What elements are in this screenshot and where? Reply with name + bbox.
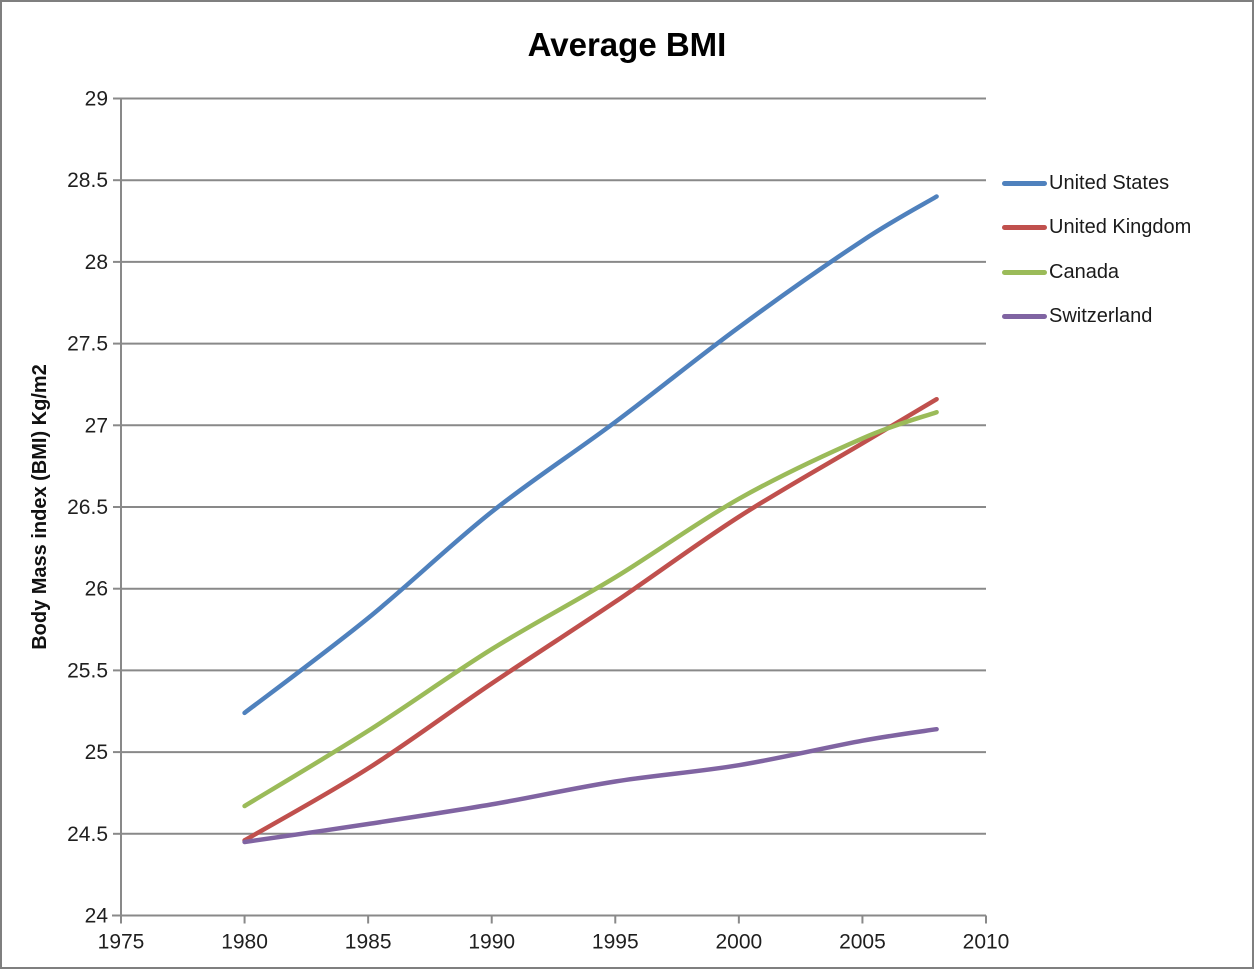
y-tick-label: 24.5 bbox=[67, 823, 108, 846]
x-tick-label: 1990 bbox=[468, 931, 515, 954]
x-tick-label: 1975 bbox=[98, 931, 145, 954]
x-tick-label: 1995 bbox=[592, 931, 639, 954]
y-tick-label: 28 bbox=[85, 251, 108, 274]
x-tick-label: 1980 bbox=[221, 931, 268, 954]
y-tick-label: 25 bbox=[85, 741, 108, 764]
y-tick-label: 27 bbox=[85, 414, 108, 437]
x-tick-labels: 1975 1980 1985 1990 1995 2000 2005 2010 bbox=[98, 931, 1010, 954]
y-tick-label: 24 bbox=[85, 905, 109, 928]
x-tick-label: 2010 bbox=[963, 931, 1010, 954]
series-lines bbox=[242, 194, 939, 845]
y-tick-label: 27.5 bbox=[67, 333, 108, 356]
x-tick-label: 1985 bbox=[345, 931, 392, 954]
axes bbox=[112, 97, 987, 924]
series-line-switzerland bbox=[242, 726, 939, 845]
y-axis-title: Body Mass index (BMI) Kg/m2 bbox=[29, 364, 51, 650]
y-tick-label: 28.5 bbox=[67, 169, 108, 192]
gridlines bbox=[121, 97, 986, 835]
y-tick-labels: 24 24.5 25 25.5 26 26.5 27 27.5 28 28.5 29 bbox=[67, 88, 108, 928]
x-tick-label: 2005 bbox=[839, 931, 886, 954]
y-tick-label: 26 bbox=[85, 578, 108, 601]
y-tick-label: 29 bbox=[85, 88, 108, 111]
y-tick-label: 26.5 bbox=[67, 496, 108, 519]
series-line-canada bbox=[242, 409, 939, 809]
x-tick-label: 2000 bbox=[715, 931, 762, 954]
series-line-united-states bbox=[242, 194, 939, 716]
y-tick-label: 25.5 bbox=[67, 659, 108, 682]
series-line-united-kingdom bbox=[242, 396, 939, 843]
chart-title: Average BMI bbox=[527, 26, 727, 63]
